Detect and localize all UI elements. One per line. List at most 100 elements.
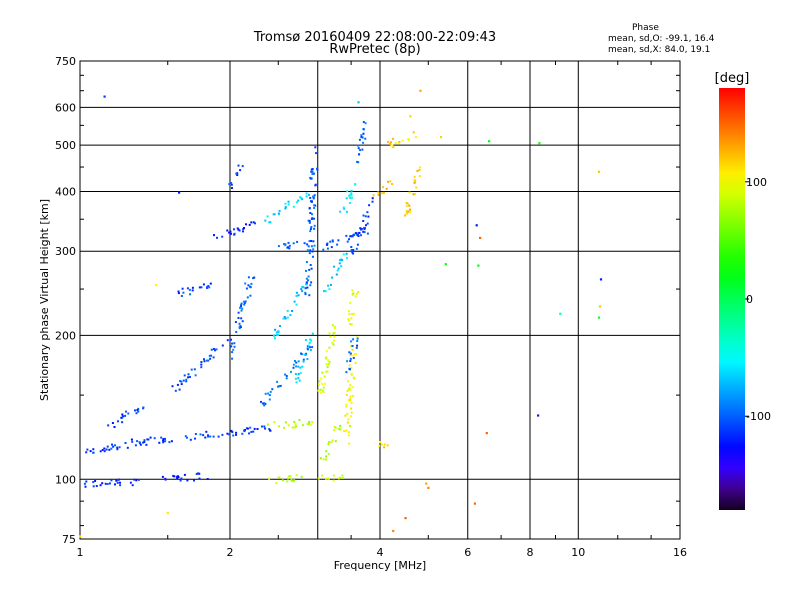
echo-point bbox=[269, 429, 271, 432]
echo-point bbox=[306, 286, 309, 289]
echo-point bbox=[343, 430, 346, 432]
echo-point bbox=[354, 362, 357, 365]
echo-point bbox=[245, 223, 247, 226]
echo-point bbox=[129, 481, 132, 484]
echo-point bbox=[305, 277, 308, 280]
echo-point bbox=[356, 160, 359, 163]
echo-point bbox=[112, 445, 115, 448]
echo-point bbox=[327, 452, 330, 455]
echo-point bbox=[351, 289, 354, 292]
echo-point bbox=[342, 253, 345, 256]
echo-point bbox=[383, 191, 385, 194]
echo-point bbox=[119, 484, 122, 487]
echo-point bbox=[309, 249, 312, 252]
echo-point bbox=[322, 458, 325, 461]
echo-point bbox=[194, 437, 196, 440]
chart-title: Tromsø 20160409 22:08:00-22:09:43 bbox=[253, 30, 497, 45]
echo-point bbox=[333, 335, 336, 338]
echo-point bbox=[142, 406, 145, 409]
echo-point bbox=[321, 474, 324, 477]
echo-point bbox=[278, 476, 281, 479]
echo-point bbox=[381, 192, 384, 195]
echo-point bbox=[131, 440, 134, 443]
echo-point bbox=[346, 389, 349, 392]
echo-point bbox=[295, 474, 298, 477]
echo-point bbox=[179, 380, 182, 382]
echo-point bbox=[295, 303, 298, 306]
echo-point bbox=[240, 317, 243, 320]
echo-point bbox=[230, 338, 232, 341]
echo-point bbox=[401, 139, 404, 142]
echo-point bbox=[114, 483, 116, 486]
echo-point bbox=[309, 423, 312, 426]
echo-point bbox=[249, 294, 252, 297]
echo-point bbox=[307, 275, 310, 278]
echo-point bbox=[302, 358, 305, 361]
echo-point bbox=[325, 477, 327, 480]
x-tick-label: 1 bbox=[77, 546, 84, 559]
echo-point bbox=[306, 358, 309, 360]
echo-point bbox=[244, 300, 247, 303]
echo-point bbox=[326, 366, 329, 369]
echo-point bbox=[323, 290, 325, 292]
echo-point bbox=[111, 422, 114, 424]
echo-point bbox=[309, 228, 312, 230]
echo-point bbox=[99, 450, 102, 453]
echo-point bbox=[390, 144, 393, 147]
echo-point bbox=[362, 141, 365, 144]
echo-point bbox=[124, 414, 127, 417]
echo-point bbox=[119, 481, 121, 484]
echo-point bbox=[283, 316, 286, 318]
echo-point bbox=[226, 229, 229, 232]
echo-point bbox=[311, 250, 314, 253]
echo-point bbox=[297, 294, 300, 297]
echo-point bbox=[180, 383, 183, 386]
echo-point bbox=[356, 344, 359, 347]
echo-point bbox=[180, 295, 183, 297]
echo-point bbox=[233, 228, 235, 231]
echo-point bbox=[115, 479, 118, 482]
echo-point bbox=[210, 354, 213, 357]
echo-point bbox=[153, 437, 156, 440]
echo-point bbox=[177, 290, 180, 293]
echo-point bbox=[221, 235, 224, 238]
echo-point bbox=[329, 335, 332, 338]
echo-point bbox=[242, 300, 245, 303]
echo-point bbox=[337, 239, 340, 242]
echo-point bbox=[241, 320, 244, 323]
echo-point bbox=[228, 433, 231, 436]
echo-point bbox=[295, 294, 298, 297]
echo-point bbox=[485, 432, 488, 435]
echo-point bbox=[184, 435, 187, 438]
echo-point bbox=[206, 286, 209, 289]
echo-point bbox=[306, 347, 309, 350]
echo-point bbox=[350, 407, 353, 410]
echo-point bbox=[293, 426, 296, 429]
echo-point bbox=[318, 380, 321, 383]
echo-point bbox=[328, 332, 331, 335]
echo-point bbox=[276, 380, 279, 383]
echo-point bbox=[133, 478, 136, 481]
echo-point bbox=[300, 197, 303, 199]
echo-point bbox=[278, 425, 280, 428]
echo-point bbox=[202, 434, 205, 437]
echo-point bbox=[405, 202, 408, 204]
echo-point bbox=[242, 228, 245, 231]
echo-point bbox=[164, 437, 166, 440]
echo-point bbox=[412, 193, 415, 196]
echo-point bbox=[326, 242, 329, 245]
echo-point bbox=[308, 420, 311, 423]
echo-point bbox=[296, 240, 299, 243]
echo-point bbox=[263, 404, 266, 407]
echo-point bbox=[279, 384, 282, 387]
echo-point bbox=[350, 235, 352, 238]
x-tick-label: 10 bbox=[571, 546, 585, 559]
echo-point bbox=[383, 446, 386, 449]
echo-point bbox=[162, 441, 165, 444]
echo-point bbox=[598, 305, 602, 308]
echo-point bbox=[345, 403, 348, 406]
echo-point bbox=[408, 191, 411, 194]
echo-point bbox=[348, 238, 350, 241]
echo-point bbox=[349, 352, 352, 355]
echo-point bbox=[297, 377, 300, 380]
